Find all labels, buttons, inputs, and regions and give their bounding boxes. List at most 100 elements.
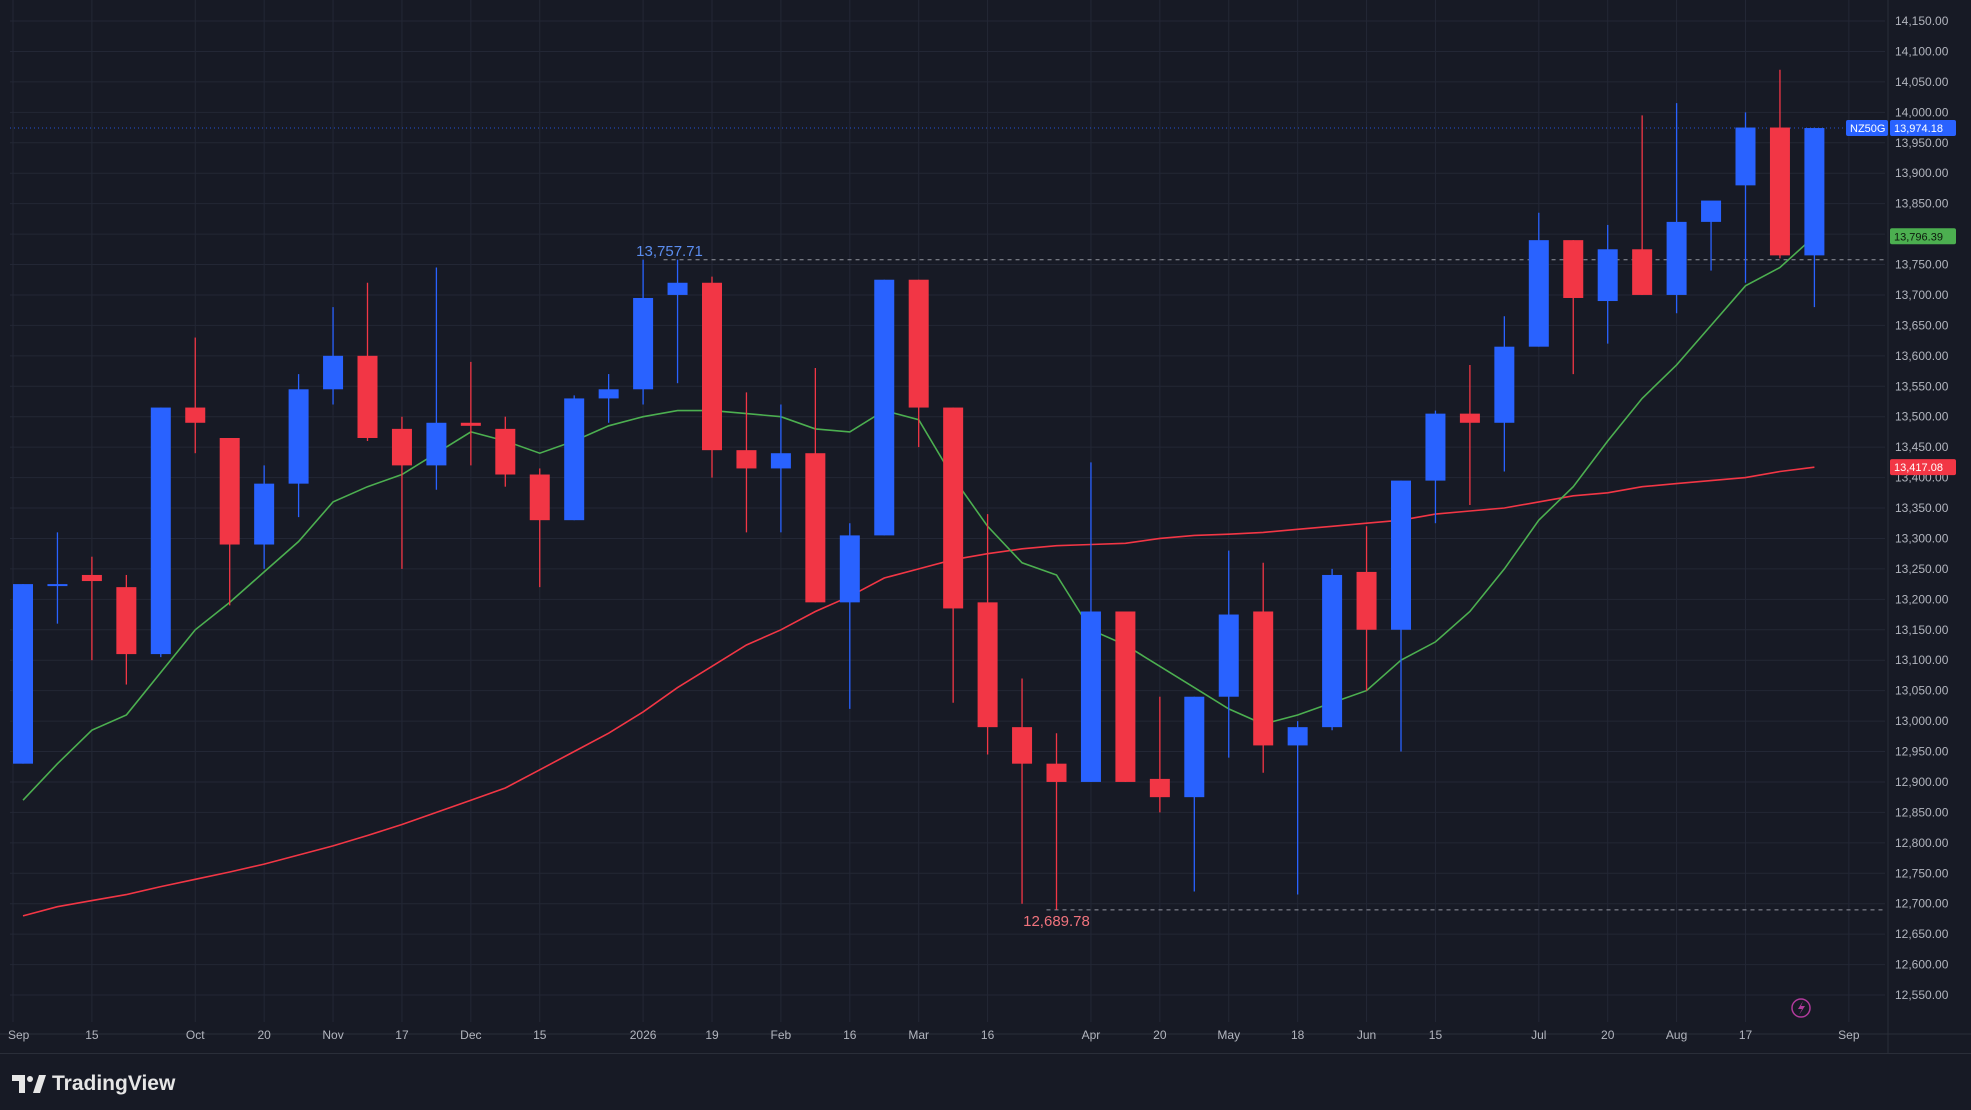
y-tick-label: 13,850.00	[1895, 197, 1949, 211]
y-tick-label: 13,250.00	[1895, 562, 1949, 576]
y-tick-label: 13,600.00	[1895, 349, 1949, 363]
tradingview-logo[interactable]: TradingView	[12, 1072, 175, 1096]
candle-body	[1115, 611, 1136, 782]
candle-body	[219, 437, 240, 545]
candle-body	[667, 282, 688, 295]
x-tick-label: 20	[1153, 1028, 1167, 1042]
candle-body	[1494, 346, 1515, 423]
candle	[288, 374, 309, 518]
last-price-tag: 13,974.18	[1894, 123, 1943, 135]
candle	[1563, 240, 1584, 375]
y-tick-label: 13,950.00	[1895, 136, 1949, 150]
x-tick-label: Nov	[322, 1028, 343, 1042]
candle	[219, 437, 240, 606]
candle-body	[1597, 249, 1618, 302]
x-tick-label: 2026	[630, 1028, 657, 1042]
candle-body	[150, 407, 171, 655]
ma-fast-tag: 13,796.39	[1894, 231, 1943, 243]
candle-body	[1632, 249, 1653, 295]
x-tick-label: 17	[1739, 1028, 1753, 1042]
candle-body	[529, 474, 550, 521]
y-tick-label: 12,750.00	[1895, 866, 1949, 880]
candle	[254, 465, 275, 569]
ma-slow-tag-bg	[1890, 459, 1956, 476]
candle-body	[564, 398, 585, 521]
x-tick-label: Jun	[1357, 1028, 1376, 1042]
x-tick-label: Feb	[771, 1028, 792, 1042]
candle-body	[770, 453, 791, 469]
y-tick-label: 13,000.00	[1895, 714, 1949, 728]
brand-name: TradingView	[52, 1072, 176, 1095]
candle	[495, 416, 516, 487]
candle	[1115, 611, 1136, 782]
candle-body	[426, 422, 447, 466]
candle-body	[185, 407, 206, 423]
y-tick-label: 14,100.00	[1895, 44, 1949, 58]
candle-body	[736, 450, 757, 469]
x-tick-label: Jul	[1531, 1028, 1546, 1042]
y-tick-label: 13,500.00	[1895, 410, 1949, 424]
grid-lines	[0, 0, 1971, 1053]
candle	[81, 556, 102, 661]
candle	[1735, 112, 1756, 283]
footer-bar: TradingView	[0, 1053, 1971, 1110]
candle	[391, 416, 412, 569]
candle	[1425, 410, 1446, 524]
candle	[1459, 364, 1480, 505]
x-tick-label: 15	[85, 1028, 99, 1042]
candle	[529, 468, 550, 588]
candle-body	[1701, 200, 1722, 222]
price-axis[interactable]: 12,550.00 12,600.00 12,650.00 12,700.00 12,7…	[1895, 14, 1949, 1002]
y-tick-label: 13,150.00	[1895, 623, 1949, 637]
alert-icon[interactable]	[1791, 998, 1811, 1018]
x-tick-label: 18	[1291, 1028, 1305, 1042]
candle-body	[460, 422, 481, 426]
candle	[426, 267, 447, 490]
candle	[47, 532, 68, 624]
x-tick-label: 19	[705, 1028, 719, 1042]
x-tick-label: 20	[1601, 1028, 1615, 1042]
candle	[908, 279, 929, 448]
candle	[1046, 733, 1067, 910]
candle	[1632, 115, 1653, 295]
candle	[1253, 562, 1274, 773]
y-tick-label: 13,450.00	[1895, 440, 1949, 454]
candle	[702, 276, 722, 478]
tradingview-icon	[12, 1075, 46, 1093]
ma-slow-line	[22, 466, 1815, 917]
candles	[13, 69, 1825, 910]
candle-body	[81, 574, 102, 582]
candle-body	[598, 389, 619, 399]
candle	[116, 574, 137, 685]
candle	[1012, 678, 1033, 904]
candle	[357, 282, 378, 442]
y-tick-label: 14,050.00	[1895, 75, 1949, 89]
ma-slow-polyline	[22, 466, 1815, 917]
price-tags: 13,796.39 13,417.08 13,974.18 NZ50G	[1846, 120, 1956, 476]
candle-body	[1459, 413, 1480, 423]
candle-body	[633, 297, 654, 390]
y-tick-label: 13,650.00	[1895, 318, 1949, 332]
y-tick-label: 13,200.00	[1895, 592, 1949, 606]
y-tick-label: 12,600.00	[1895, 958, 1949, 972]
time-axis[interactable]: Sep 15 Oct 20 Nov 17 Dec 15 2026 19 Feb 16 Mar 16 Apr 2…	[8, 1028, 1860, 1042]
y-tick-label: 13,300.00	[1895, 531, 1949, 545]
candle	[564, 395, 585, 521]
candle-body	[874, 279, 895, 536]
candle-body	[1322, 574, 1343, 728]
candle	[1666, 103, 1687, 314]
x-tick-label: Sep	[8, 1028, 30, 1042]
candle-body	[1149, 778, 1170, 798]
candle-body	[839, 535, 860, 603]
candle-body	[1735, 127, 1756, 186]
candle-body	[47, 584, 68, 587]
symbol-tag: NZ50G	[1850, 123, 1885, 135]
candle-body	[1287, 727, 1308, 746]
candle-body	[1391, 480, 1411, 630]
candle	[1494, 316, 1515, 472]
candle-body	[116, 587, 137, 655]
y-tick-label: 12,550.00	[1895, 988, 1949, 1002]
y-tick-label: 12,950.00	[1895, 745, 1949, 759]
